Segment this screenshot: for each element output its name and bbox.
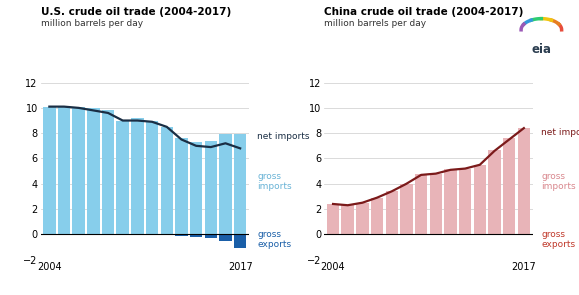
Text: net imports: net imports (257, 132, 310, 141)
Text: China crude oil trade (2004-2017): China crude oil trade (2004-2017) (324, 7, 523, 17)
Bar (234, 234, 247, 248)
Text: million barrels per day: million barrels per day (324, 19, 426, 28)
Bar (58, 106, 70, 234)
Bar (219, 234, 232, 241)
Bar (190, 142, 203, 234)
Bar (474, 165, 486, 234)
Bar (87, 108, 100, 234)
Bar (488, 150, 501, 234)
Text: gross
exports: gross exports (257, 230, 291, 249)
Text: million barrels per day: million barrels per day (41, 19, 142, 28)
Bar (415, 174, 427, 234)
Bar (204, 141, 217, 234)
Bar (175, 234, 188, 236)
Bar (190, 234, 203, 237)
Text: gross
imports: gross imports (541, 172, 576, 191)
Bar (386, 191, 398, 234)
Bar (219, 135, 232, 234)
Bar (43, 106, 56, 234)
Bar (102, 110, 114, 234)
Bar (72, 106, 85, 234)
Bar (160, 127, 173, 234)
Text: eia: eia (532, 43, 551, 56)
Bar (459, 168, 471, 234)
Bar (204, 234, 217, 238)
Bar (430, 174, 442, 234)
Bar (327, 204, 339, 234)
Text: U.S. crude oil trade (2004-2017): U.S. crude oil trade (2004-2017) (41, 7, 231, 17)
Bar (116, 121, 129, 234)
Text: gross
imports: gross imports (257, 172, 292, 191)
Bar (342, 205, 354, 234)
Bar (518, 128, 530, 234)
Bar (444, 168, 457, 234)
Text: gross
exports: gross exports (541, 230, 575, 249)
Bar (234, 135, 247, 234)
Bar (175, 138, 188, 234)
Bar (146, 121, 158, 234)
Bar (356, 203, 369, 234)
Bar (503, 138, 515, 234)
Bar (400, 184, 413, 234)
Text: net imports: net imports (541, 128, 579, 137)
Bar (131, 118, 144, 234)
Bar (371, 198, 383, 234)
